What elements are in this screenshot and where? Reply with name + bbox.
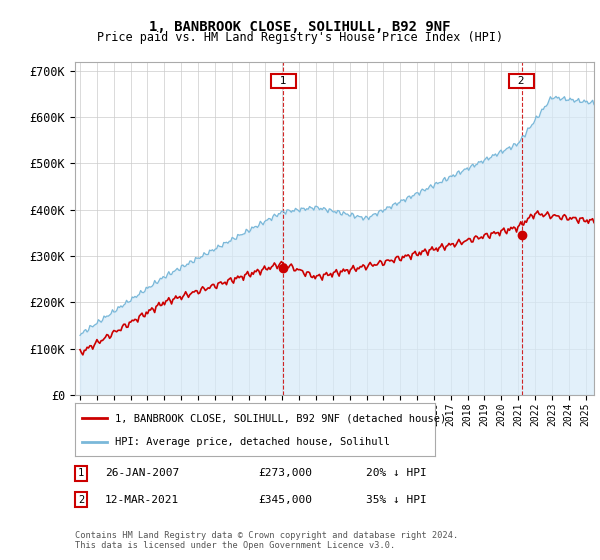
Text: 26-JAN-2007: 26-JAN-2007: [105, 468, 179, 478]
Text: 1, BANBROOK CLOSE, SOLIHULL, B92 9NF: 1, BANBROOK CLOSE, SOLIHULL, B92 9NF: [149, 20, 451, 34]
Text: HPI: Average price, detached house, Solihull: HPI: Average price, detached house, Soli…: [115, 436, 389, 446]
Text: 1: 1: [274, 76, 293, 86]
Text: 20% ↓ HPI: 20% ↓ HPI: [366, 468, 427, 478]
Text: 2: 2: [78, 494, 84, 505]
Text: 1: 1: [78, 468, 84, 478]
Text: Contains HM Land Registry data © Crown copyright and database right 2024.
This d: Contains HM Land Registry data © Crown c…: [75, 531, 458, 550]
Text: £345,000: £345,000: [258, 494, 312, 505]
Text: £273,000: £273,000: [258, 468, 312, 478]
Text: 12-MAR-2021: 12-MAR-2021: [105, 494, 179, 505]
Text: 1, BANBROOK CLOSE, SOLIHULL, B92 9NF (detached house): 1, BANBROOK CLOSE, SOLIHULL, B92 9NF (de…: [115, 413, 446, 423]
Text: Price paid vs. HM Land Registry's House Price Index (HPI): Price paid vs. HM Land Registry's House …: [97, 31, 503, 44]
Text: 35% ↓ HPI: 35% ↓ HPI: [366, 494, 427, 505]
Text: 2: 2: [511, 76, 532, 86]
